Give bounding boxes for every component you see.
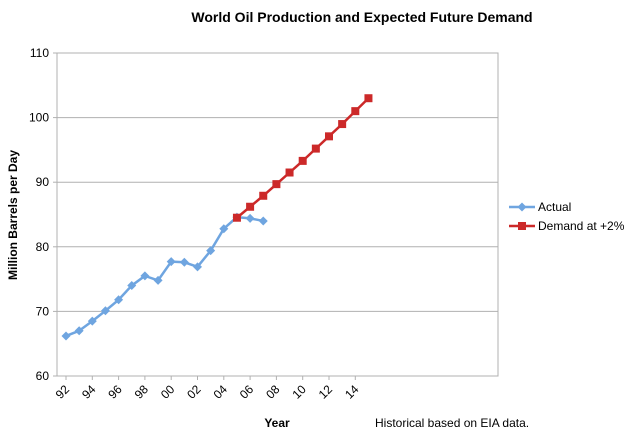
x-tick-label: 96 [105, 382, 125, 402]
data-point [206, 246, 216, 256]
data-point [364, 94, 373, 103]
x-tick-label: 04 [211, 382, 231, 402]
data-point [87, 316, 97, 326]
y-tick-label: 110 [30, 46, 49, 60]
data-point [127, 281, 137, 291]
legend-item: Demand at +2% [509, 219, 625, 233]
y-tick-label: 80 [36, 240, 50, 254]
data-point [61, 331, 71, 341]
y-tick-label: 60 [36, 369, 50, 383]
x-tick-label: 14 [342, 382, 362, 402]
data-point [298, 156, 307, 165]
data-point [166, 257, 176, 267]
y-axis-ticks: 60 70 80 90 100 110 [29, 46, 57, 383]
x-axis-ticks: 92 94 96 98 00 02 04 06 08 10 12 14 [53, 376, 362, 402]
series-2 [232, 94, 373, 222]
data-point [100, 306, 110, 316]
y-tick-label: 70 [36, 304, 50, 318]
data-point [351, 107, 360, 116]
x-tick-label: 94 [79, 382, 99, 402]
series-1 [61, 212, 268, 341]
legend: Actual Demand at +2% [509, 200, 625, 233]
y-axis-title: Million Barrels per Day [6, 150, 20, 280]
data-point [338, 120, 347, 129]
chart-title: World Oil Production and Expected Future… [191, 9, 532, 25]
x-tick-label: 10 [289, 382, 309, 402]
data-point [219, 224, 229, 234]
x-tick-label: 00 [158, 382, 178, 402]
data-point [193, 262, 202, 272]
series-layer [61, 94, 373, 341]
legend-label: Demand at +2% [538, 219, 625, 233]
series-line [65, 215, 264, 338]
legend-marker [517, 202, 527, 212]
x-tick-label: 98 [132, 382, 152, 402]
data-point [259, 191, 268, 200]
data-point [245, 213, 255, 223]
data-point [285, 168, 294, 177]
x-tick-label: 02 [184, 382, 204, 402]
data-point [153, 275, 163, 285]
gridlines [57, 117, 498, 312]
plot-frame [56, 52, 499, 377]
legend-label: Actual [538, 200, 571, 214]
x-tick-label: 06 [237, 382, 257, 402]
y-tick-label: 100 [29, 111, 49, 125]
x-tick-label: 08 [263, 382, 283, 402]
x-axis-title: Year [264, 416, 290, 430]
data-point [74, 326, 84, 336]
x-tick-label: 92 [53, 382, 73, 402]
data-point [140, 271, 150, 281]
legend-item: Actual [509, 200, 571, 214]
data-point [311, 144, 320, 153]
data-point [179, 257, 189, 267]
x-tick-label: 12 [316, 382, 336, 402]
data-point [258, 216, 268, 226]
data-point [232, 213, 241, 222]
y-tick-label: 90 [36, 175, 50, 189]
data-point [325, 132, 333, 141]
legend-marker [518, 222, 526, 230]
data-point [246, 202, 255, 211]
source-note: Historical based on EIA data. [375, 416, 529, 430]
data-point [272, 180, 281, 189]
data-point [114, 295, 124, 305]
